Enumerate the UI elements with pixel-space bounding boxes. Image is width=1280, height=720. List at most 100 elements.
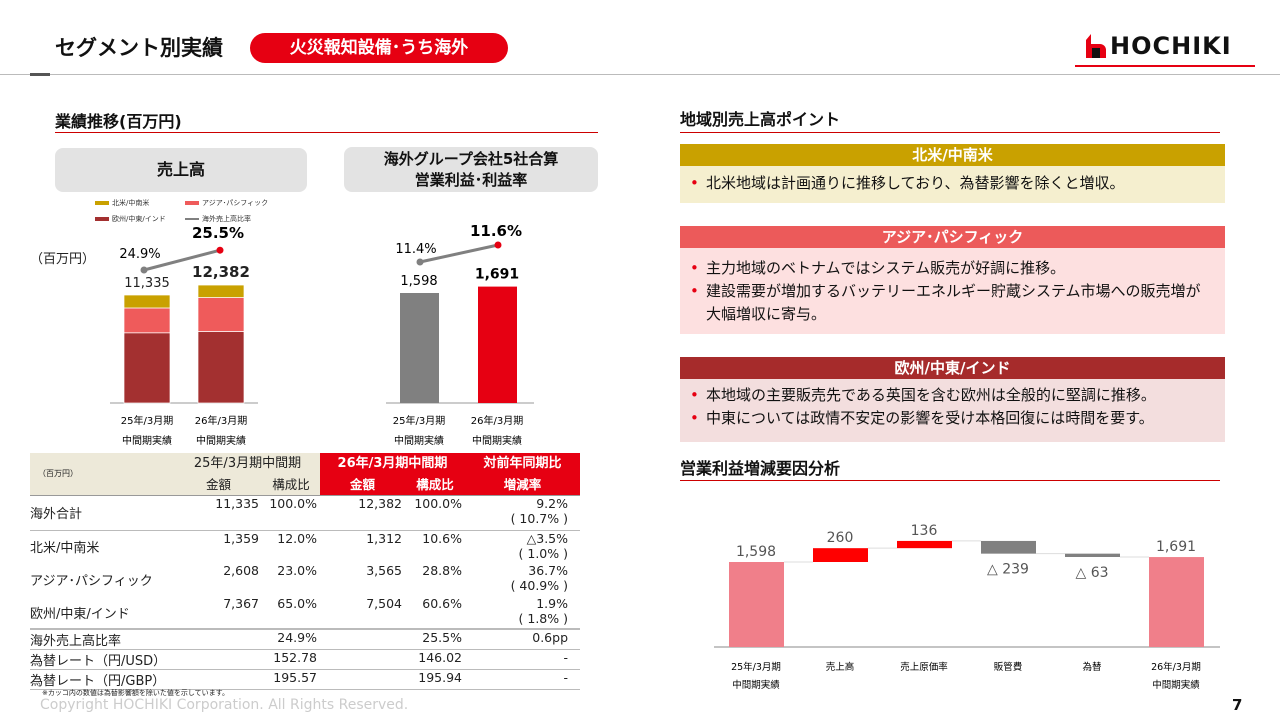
x-tick-label: 売上原価率 bbox=[900, 661, 948, 673]
bar-total-label: 11,335 bbox=[124, 276, 170, 291]
table-cell: 12.0% bbox=[277, 530, 317, 546]
table-cell: 36.7%( 40.9% ) bbox=[510, 563, 568, 593]
waterfall-bar bbox=[897, 540, 952, 549]
region-body-asia-pacific: 主力地域のベトナムではシステム販売が好調に推移。 建設需要が増加するバッテリーエ… bbox=[680, 248, 1225, 334]
table-cell: 7,367 bbox=[223, 596, 259, 611]
x-tick-label: 為替 bbox=[1082, 661, 1102, 673]
sales-box: 売上高 bbox=[55, 148, 307, 192]
performance-heading-line bbox=[55, 132, 598, 133]
table-subheader: 金額 bbox=[175, 474, 262, 495]
table-cell: 60.6% bbox=[422, 596, 462, 611]
bar-segment bbox=[197, 297, 245, 332]
waterfall-bar bbox=[1065, 553, 1120, 557]
table-group-current: 26年/3月期中間期 bbox=[320, 453, 465, 474]
unit-label: （百万円） bbox=[30, 252, 96, 267]
bar-segment bbox=[197, 284, 245, 298]
table-subheader: 構成比 bbox=[262, 474, 320, 495]
table-cell bbox=[320, 670, 405, 690]
x-tick-label: 中間期実績 bbox=[732, 679, 780, 691]
waterfall-value-label: △ 239 bbox=[987, 562, 1029, 578]
margin-label: 11.6% bbox=[470, 222, 522, 240]
waterfall-bar bbox=[981, 540, 1036, 554]
logo-mark-icon bbox=[1086, 34, 1106, 58]
table-cell: 1.9%( 1.8% ) bbox=[518, 596, 568, 626]
bar bbox=[400, 293, 439, 403]
profit-box-line1: 海外グループ会社5社合算 bbox=[383, 150, 559, 168]
table-cell: △3.5%( 1.0% ) bbox=[518, 530, 568, 561]
table-cell: 65.0% bbox=[277, 596, 317, 611]
table-cell bbox=[320, 629, 405, 650]
table-subheader: 金額 bbox=[320, 474, 405, 495]
copyright: Copyright HOCHIKI Corporation. All Right… bbox=[40, 697, 409, 713]
ratio-point bbox=[140, 266, 148, 274]
margin-point bbox=[416, 258, 424, 266]
table-cell bbox=[320, 650, 405, 670]
table-cell: 0.6pp bbox=[532, 630, 568, 645]
x-tick-label: 販管費 bbox=[994, 661, 1023, 673]
x-tick-label: 26年/3月期 bbox=[471, 414, 523, 427]
table-subheader: 増減率 bbox=[465, 474, 580, 495]
table-group-prev: 25年/3月期中間期 bbox=[175, 453, 320, 474]
table-row: 欧州/中東/インド 7,367 65.0% 7,504 60.6% 1.9%( 1.8% … bbox=[30, 596, 580, 629]
x-tick-label: 中間期実績 bbox=[122, 434, 172, 447]
x-tick-label: 中間期実績 bbox=[196, 434, 246, 447]
table-cell: 為替レート（円/GBP） bbox=[30, 674, 166, 689]
segment-pill: 火災報知設備･うち海外 bbox=[250, 33, 508, 63]
table-note: ※カッコ内の数値は為替影響額を除いた値を示しています。 bbox=[42, 689, 229, 697]
profit-box-line2: 営業利益･利益率 bbox=[414, 171, 528, 189]
bar-segment bbox=[197, 331, 245, 404]
table-cell: 1,312 bbox=[366, 530, 402, 546]
ratio-point bbox=[216, 246, 224, 254]
bar-segment bbox=[123, 307, 171, 334]
legend-item: アジア･パシフィック bbox=[185, 198, 295, 208]
bullet-item: 本地域の主要販売先である英国を含む欧州は全般的に堅調に推移。 bbox=[688, 384, 1225, 407]
bar-segment bbox=[123, 294, 171, 309]
table-row: 海外合計 11,335 100.0% 12,382 100.0% 9.2%( 10.7% … bbox=[30, 495, 580, 530]
waterfall-bar bbox=[813, 548, 868, 562]
waterfall-bar bbox=[1149, 557, 1204, 647]
table-cell: 25.5% bbox=[422, 630, 462, 645]
bullet-item: 建設需要が増加するバッテリーエネルギー貯蔵システム市場への販売増が大幅増収に寄与… bbox=[688, 280, 1215, 326]
profit-box: 海外グループ会社5社合算 営業利益･利益率 bbox=[344, 147, 598, 192]
waterfall-value-label: 260 bbox=[827, 530, 854, 546]
table-cell: 1,359 bbox=[223, 530, 259, 546]
x-tick-label: 25年/3月期 bbox=[731, 661, 781, 673]
legend-item: 欧州/中東/インド bbox=[95, 214, 185, 224]
x-tick-label: 中間期実績 bbox=[472, 434, 522, 447]
table-cell bbox=[175, 650, 262, 670]
logo-underline bbox=[1075, 65, 1255, 67]
table-row: 海外売上高比率 24.9% 25.5% 0.6pp bbox=[30, 629, 580, 650]
bar-label: 1,598 bbox=[400, 274, 437, 289]
waterfall-value-label: 1,598 bbox=[736, 544, 776, 560]
table-cell: 11,335 bbox=[215, 495, 259, 511]
table-cell: 23.0% bbox=[277, 563, 317, 578]
bullet-item: 中東については政情不安定の影響を受け本格回復には時間を要す。 bbox=[688, 407, 1225, 430]
table-cell: アジア･パシフィック bbox=[30, 574, 153, 589]
region-body-north-america: 北米地域は計画通りに推移しており、為替影響を除くと増収。 bbox=[680, 166, 1225, 203]
table-row: 北米/中南米 1,359 12.0% 1,312 10.6% △3.5%( 1.0% ) bbox=[30, 530, 580, 563]
ratio-label: 25.5% bbox=[192, 224, 244, 242]
table-cell: 195.57 bbox=[273, 670, 317, 685]
region-heading: 地域別売上高ポイント bbox=[680, 110, 841, 129]
table-cell: 10.6% bbox=[422, 530, 462, 546]
region-heading-line bbox=[680, 132, 1220, 133]
table-cell: 2,608 bbox=[223, 563, 259, 578]
table-row: 為替レート（円/USD） 152.78 146.02 - bbox=[30, 650, 580, 670]
bullet-item: 北米地域は計画通りに推移しており、為替影響を除くと増収。 bbox=[688, 172, 1215, 195]
waterfall-heading: 営業利益増減要因分析 bbox=[680, 459, 841, 478]
segment-table: （百万円） 25年/3月期中間期 26年/3月期中間期 対前年同期比 金額 構成… bbox=[30, 453, 580, 690]
table-cell: 7,504 bbox=[366, 596, 402, 611]
waterfall-value-label: 136 bbox=[911, 523, 938, 539]
x-tick-label: 26年/3月期 bbox=[195, 414, 247, 427]
margin-label: 11.4% bbox=[395, 242, 436, 257]
x-tick-label: 中間期実績 bbox=[1152, 679, 1200, 691]
waterfall-heading-line bbox=[680, 480, 1220, 481]
region-header-emea: 欧州/中東/インド bbox=[680, 357, 1225, 379]
table-subheader: 構成比 bbox=[405, 474, 465, 495]
bar-total-label: 12,382 bbox=[192, 263, 250, 281]
bullet-item: 主力地域のベトナムではシステム販売が好調に推移。 bbox=[688, 257, 1215, 280]
page-title: セグメント別実績 bbox=[55, 36, 223, 60]
x-tick-label: 25年/3月期 bbox=[393, 414, 445, 427]
table-cell: 北米/中南米 bbox=[30, 541, 100, 557]
